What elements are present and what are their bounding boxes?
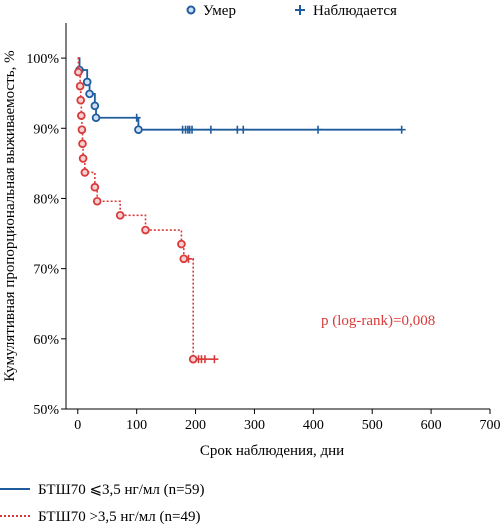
y-ticks: 50% 60% 70% 80% 90% 100% [26,52,66,418]
event-marker [188,354,198,364]
marker-legend: Умер Наблюдается [186,3,397,19]
event-marker [82,77,92,87]
x-tick-label: 0 [74,418,81,433]
x-tick-label: 700 [480,418,501,433]
event-marker [78,139,87,149]
series-1-step-line [77,57,402,131]
series-1 [75,57,406,134]
legend-plus-marker-icon [295,5,305,15]
y-tick-label: 100% [26,52,59,67]
x-axis-title: Срок наблюдения, дни [200,443,344,459]
x-ticks: 0 100 200 300 400 500 600 700 [74,409,501,433]
y-axis-title: Кумулятивная пропорциональная выживаемос… [2,50,18,381]
event-marker [92,196,102,206]
legend-series-1-label: БТШ70 ⩽3,5 нг/мл (n=59) [38,482,205,498]
event-marker [179,254,189,264]
y-tick-label: 80% [33,192,59,207]
y-tick-label: 60% [33,333,59,348]
x-tick-label: 400 [303,418,324,433]
event-marker [74,67,83,77]
event-marker [78,154,88,163]
series-2 [74,57,219,364]
event-marker [76,95,86,105]
event-marker [141,225,150,235]
event-marker [85,89,94,99]
y-tick-label: 90% [33,122,59,137]
x-tick-label: 500 [362,418,383,433]
event-marker [75,81,85,91]
legend-died-label: Умер [203,3,236,19]
x-tick-label: 200 [185,418,206,433]
series-legend: БТШ70 ⩽3,5 нг/мл (n=59) БТШ70 >3,5 нг/мл… [0,482,205,525]
event-marker [90,182,100,192]
y-tick-label: 70% [33,263,59,278]
legend-circle-marker-icon [186,5,196,15]
x-tick-label: 300 [244,418,265,433]
legend-series-2-label: БТШ70 >3,5 нг/мл (n=49) [38,509,200,525]
event-marker [115,210,125,220]
x-tick-label: 100 [126,418,147,433]
event-marker [77,111,86,120]
event-marker [90,101,100,111]
series-layer [74,57,406,364]
x-tick-label: 600 [421,418,442,433]
log-rank-annotation: p (log-rank)=0,008 [321,313,435,329]
event-marker [77,125,87,134]
event-marker [91,113,101,123]
y-tick-label: 50% [33,403,59,418]
legend-observed-label: Наблюдается [313,3,397,19]
event-marker [177,239,186,249]
event-marker [134,125,143,134]
event-marker [80,168,90,177]
